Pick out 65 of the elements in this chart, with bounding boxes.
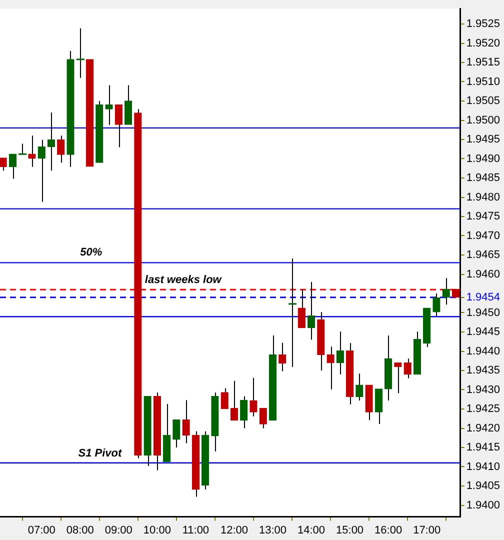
candlestick xyxy=(240,396,248,429)
candlestick xyxy=(28,135,36,168)
candlestick xyxy=(307,281,316,340)
candlestick xyxy=(57,135,65,164)
candlestick xyxy=(220,388,228,410)
y-tick-label: 1.9475 xyxy=(466,210,500,223)
y-tick-label: 1.9415 xyxy=(466,442,500,454)
candlestick xyxy=(356,373,364,402)
x-tick-label: 16:00 xyxy=(374,524,402,536)
y-tick-label: 1.9520 xyxy=(466,37,500,50)
x-tick-label: 17:00 xyxy=(413,524,441,536)
candlestick xyxy=(250,377,258,417)
y-tick-label: 1.9490 xyxy=(466,152,500,165)
y-tick-label: 1.9405 xyxy=(466,480,500,492)
x-tick-label: 10:00 xyxy=(143,524,171,536)
annotation: 50% xyxy=(80,246,102,259)
y-tick-label: 1.9470 xyxy=(466,230,500,242)
y-tick-label: 1.9425 xyxy=(466,403,500,416)
ref-line-label: last weeks low xyxy=(144,274,223,286)
candlestick xyxy=(38,139,46,202)
y-tick-label: 1.9465 xyxy=(466,249,500,262)
y-tick-label: 1.9485 xyxy=(466,172,500,184)
y-tick-label: 1.9445 xyxy=(466,326,500,338)
x-tick-label: 11:00 xyxy=(182,524,210,536)
candlestick xyxy=(47,112,56,172)
candlestick xyxy=(230,380,238,421)
candlestick xyxy=(114,104,122,148)
candlestick xyxy=(182,400,190,444)
candlestick xyxy=(326,346,334,390)
y-tick-label: 1.9454 xyxy=(466,291,500,304)
ref-line-label: S1 Pivot xyxy=(78,447,123,460)
candlestick xyxy=(8,154,17,180)
y-tick-label: 1.9515 xyxy=(466,56,500,69)
candlestick xyxy=(432,293,440,316)
x-tick-label: 08:00 xyxy=(66,524,94,536)
y-tick-label: 1.9440 xyxy=(466,345,500,358)
candlestick xyxy=(124,84,132,125)
candlestick xyxy=(172,419,180,448)
y-tick-label: 1.9420 xyxy=(466,422,500,434)
candlestick xyxy=(298,288,306,328)
y-tick-label: 1.9430 xyxy=(466,384,500,396)
x-tick-label: 15:00 xyxy=(336,524,364,536)
y-tick-label: 1.9480 xyxy=(466,191,500,204)
candlestick xyxy=(394,362,402,394)
y-tick-label: 1.9410 xyxy=(466,460,500,473)
y-tick-label: 1.9505 xyxy=(466,95,500,108)
y-tick-label: 1.9510 xyxy=(466,76,500,88)
x-tick-label: 14:00 xyxy=(298,524,326,536)
x-tick-label: 13:00 xyxy=(258,524,287,536)
y-tick-label: 1.9460 xyxy=(466,268,500,280)
x-tick-label: 12:00 xyxy=(220,524,248,536)
candlestick xyxy=(336,331,344,375)
candlestick xyxy=(278,342,286,372)
y-tick-label: 1.9435 xyxy=(466,364,500,377)
candlestick xyxy=(374,388,383,425)
y-tick-label: 1.9495 xyxy=(466,134,500,146)
x-tick-label: 07:00 xyxy=(28,524,56,536)
x-tick-label: 09:00 xyxy=(104,524,132,536)
y-tick-label: 1.9400 xyxy=(466,499,500,512)
y-tick-label: 1.9500 xyxy=(466,114,500,126)
candlestick xyxy=(442,278,450,306)
candlestick xyxy=(259,408,267,429)
y-tick-label: 1.9525 xyxy=(466,18,500,30)
candlestick xyxy=(105,84,113,126)
y-tick-label: 1.9450 xyxy=(466,306,500,319)
